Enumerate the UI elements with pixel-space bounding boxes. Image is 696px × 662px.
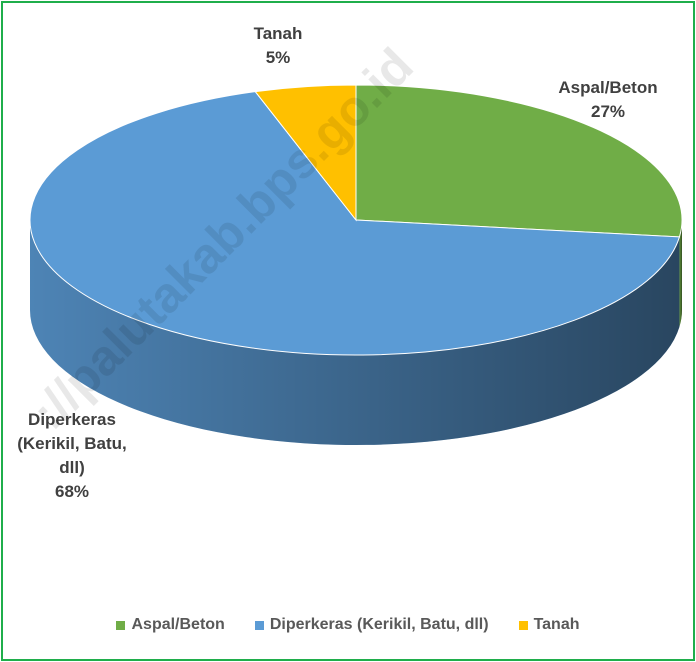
data-label: Tanah 5% [218,22,338,70]
legend-label: Aspal/Beton [131,616,225,633]
data-label-category: Tanah [253,24,303,43]
legend-swatch [254,620,264,630]
pie-slice [254,84,357,222]
legend-item: Diperkeras (Kerikil, Batu, dll) [254,616,489,634]
data-label-value: 27% [590,102,626,121]
legend: Aspal/Beton Diperkeras (Kerikil, Batu, dl… [0,616,696,634]
legend-label: Tanah [533,616,580,633]
data-label-value: 5% [265,48,291,67]
pie-slice [355,84,683,238]
legend-swatch [116,620,126,630]
data-label-value: 68% [54,482,90,501]
data-label-category: Diperkeras (Kerikil, Batu, dll) [17,410,127,477]
legend-swatch [518,620,528,630]
legend-label: Diperkeras (Kerikil, Batu, dll) [269,616,489,633]
data-label: Diperkeras (Kerikil, Batu, dll) 68% [7,408,137,504]
legend-item: Tanah [518,616,580,634]
pie-side-shade [30,220,680,445]
data-label: Aspal/Beton 27% [508,76,696,124]
legend-item: Aspal/Beton [116,616,225,634]
data-label-category: Aspal/Beton [558,78,658,97]
pie-slice [29,91,681,356]
pie-side-shade [679,220,682,327]
